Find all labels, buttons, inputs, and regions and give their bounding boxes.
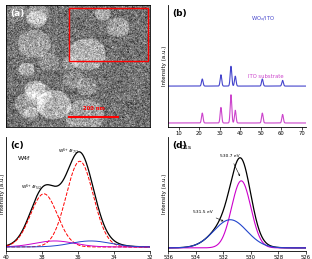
Y-axis label: Intensity (a.u.): Intensity (a.u.) xyxy=(162,46,167,86)
Text: WO$_x$/ITO: WO$_x$/ITO xyxy=(251,14,275,23)
Text: 531.5 eV: 531.5 eV xyxy=(193,210,223,221)
Text: 530.7 eV: 530.7 eV xyxy=(221,154,240,176)
X-axis label: 2-Theta (deg.): 2-Theta (deg.) xyxy=(218,138,256,142)
Bar xyxy=(69,8,148,61)
Y-axis label: Intensity (a.u.): Intensity (a.u.) xyxy=(0,174,5,214)
Text: 200 nm: 200 nm xyxy=(83,106,105,111)
Text: ITO substrate: ITO substrate xyxy=(248,74,284,79)
Text: W4f: W4f xyxy=(18,156,30,161)
Text: W$^{6+}$4f$_{5/2}$: W$^{6+}$4f$_{5/2}$ xyxy=(21,182,42,192)
Text: (b): (b) xyxy=(173,9,187,18)
Text: (a): (a) xyxy=(11,9,25,18)
Text: (c): (c) xyxy=(11,141,24,150)
Text: (d): (d) xyxy=(173,141,187,150)
Text: W$^{6+}$4f$_{7/2}$: W$^{6+}$4f$_{7/2}$ xyxy=(58,146,80,156)
Y-axis label: Intensity (a.u.): Intensity (a.u.) xyxy=(162,174,167,214)
Text: O1s: O1s xyxy=(179,145,192,150)
